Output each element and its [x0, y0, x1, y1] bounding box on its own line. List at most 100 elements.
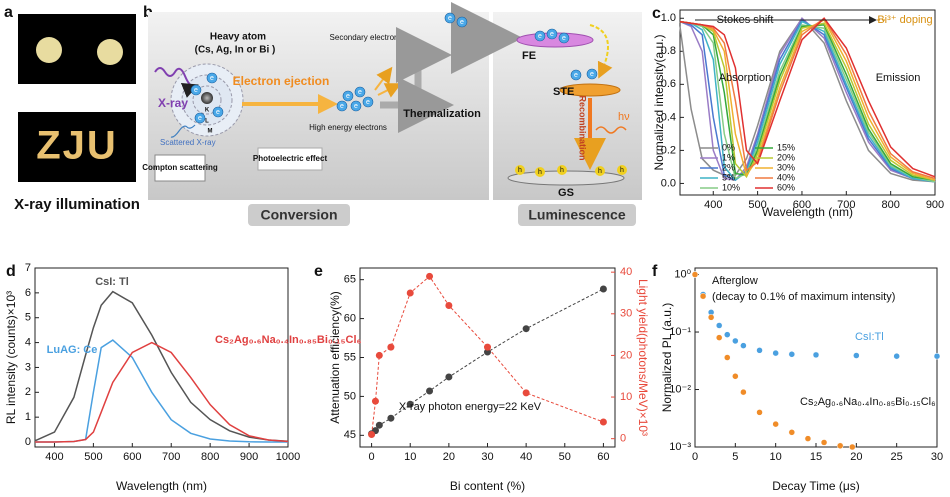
- annotation: Absorption: [719, 72, 772, 84]
- electron: [362, 96, 374, 108]
- series-label: LuAG: Ce: [47, 344, 98, 356]
- series-line: [679, 17, 936, 183]
- series-line: [679, 17, 936, 180]
- electron-label: e: [366, 99, 370, 106]
- hole-label: h: [518, 167, 522, 174]
- ste-level: [559, 83, 621, 97]
- y-tick-label: 10⁻³: [669, 441, 691, 453]
- series-line: [679, 17, 936, 178]
- x-tick-label: 500: [84, 451, 102, 463]
- y-tick-label: 60: [344, 312, 356, 324]
- label: Secondary electrons: [330, 33, 403, 42]
- y2-tick-label: 40: [620, 266, 632, 278]
- point: [715, 334, 723, 341]
- x-tick-label: 25: [891, 451, 903, 463]
- y-tick-label: 10⁰: [674, 268, 691, 280]
- legend-label: 30%: [777, 162, 795, 172]
- point: [406, 289, 414, 297]
- point: [522, 325, 530, 333]
- plot-frame: [359, 267, 616, 448]
- series-line: [35, 341, 289, 443]
- point: [756, 347, 763, 354]
- box: [154, 154, 206, 182]
- x-tick-label: 1000: [276, 451, 300, 463]
- label: STE: [553, 86, 574, 98]
- electron: [342, 90, 354, 102]
- y-tick-label: 0.6: [661, 78, 676, 90]
- plot-frame: [34, 267, 289, 448]
- point: [406, 400, 414, 408]
- point: [426, 387, 434, 395]
- legend-label: 40%: [777, 172, 795, 182]
- caption: X-ray illumination: [14, 196, 140, 213]
- xray-arrow: [154, 67, 199, 98]
- point: [522, 389, 530, 397]
- point: [740, 388, 747, 396]
- point: [804, 435, 812, 442]
- annotation: Bi³⁺ doping: [877, 14, 932, 26]
- point: [426, 272, 434, 280]
- point: [599, 285, 607, 293]
- y-tick-label: 5: [25, 312, 31, 324]
- legend-label: 1%: [722, 152, 735, 162]
- y2-tick-label: 20: [620, 349, 632, 361]
- label: Photoelectric effect: [253, 154, 328, 163]
- x-tick-label: 900: [926, 199, 944, 211]
- label: High energy electrons: [309, 123, 387, 132]
- panel-label: e: [314, 263, 323, 280]
- x-tick-label: 900: [240, 451, 258, 463]
- point: [445, 373, 453, 381]
- point: [772, 420, 779, 428]
- x-tick-label: 700: [162, 451, 180, 463]
- stage-label: Luminescence: [528, 207, 625, 223]
- x-tick-label: 20: [443, 451, 455, 463]
- arrow: [374, 66, 393, 91]
- x-tick-label: 20: [850, 451, 862, 463]
- electron: [350, 100, 362, 112]
- series-line: [371, 275, 604, 435]
- y-tick-label: 4: [25, 336, 31, 348]
- electron: [558, 32, 570, 44]
- panel-b: b Heavy atom (Cs, Ag, In or Bi ) K L M X…: [142, 2, 642, 226]
- shell-label: K: [205, 108, 210, 114]
- nucleus: [201, 92, 213, 104]
- scatter-arrow: [170, 124, 196, 138]
- y-tick-label: 50: [344, 390, 356, 402]
- annotation: Afterglow: [712, 275, 758, 287]
- x-tick-label: 30: [481, 451, 493, 463]
- x-tick-label: 10: [404, 451, 416, 463]
- electron-label: e: [460, 19, 464, 26]
- annotation: Emission: [876, 72, 921, 84]
- point: [812, 351, 820, 359]
- x-tick-label: 800: [881, 199, 899, 211]
- x-axis-label: Wavelength (nm): [116, 479, 207, 493]
- series-label: Cs₂Ag₀.₆Na₀.₄In₀.₈₅Bi₀.₁₅Cl₆: [215, 334, 362, 346]
- hole: [595, 166, 605, 176]
- stage-box: [248, 204, 350, 226]
- legend-label: 20%: [777, 152, 795, 162]
- point: [820, 439, 828, 446]
- electron-label: e: [590, 71, 594, 78]
- electron-label: e: [216, 109, 220, 116]
- electron: [336, 100, 348, 112]
- photon-arrow: [595, 126, 627, 134]
- x-tick-label: 15: [810, 451, 822, 463]
- point: [756, 409, 763, 416]
- y-tick-label: 1.0: [661, 12, 676, 24]
- series-line: [679, 18, 936, 183]
- y-tick-label: 10⁻²: [669, 383, 691, 395]
- point: [893, 352, 900, 360]
- series-line: [34, 290, 289, 443]
- hole-label: h: [598, 168, 602, 175]
- y-tick-label: 7: [25, 262, 31, 274]
- glow-text: ZJU: [36, 124, 118, 168]
- x-tick-label: 40: [520, 451, 532, 463]
- point: [732, 337, 739, 345]
- series-line: [679, 20, 936, 183]
- electron: [194, 112, 206, 124]
- point: [375, 351, 383, 359]
- y-tick-label: 2: [25, 386, 31, 398]
- sample: [97, 39, 123, 65]
